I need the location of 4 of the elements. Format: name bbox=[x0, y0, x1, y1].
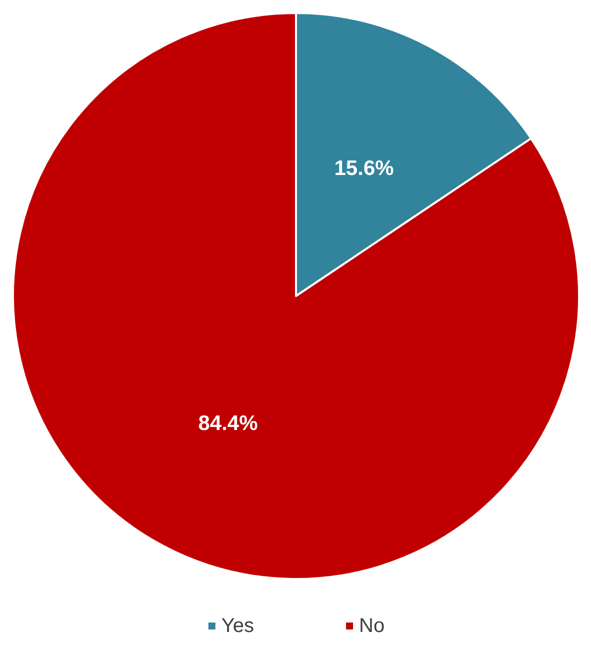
legend-label: No bbox=[359, 615, 385, 637]
data-label: 15.6% bbox=[334, 157, 394, 180]
data-label: 84.4% bbox=[198, 412, 258, 435]
legend-label: Yes bbox=[221, 615, 254, 637]
